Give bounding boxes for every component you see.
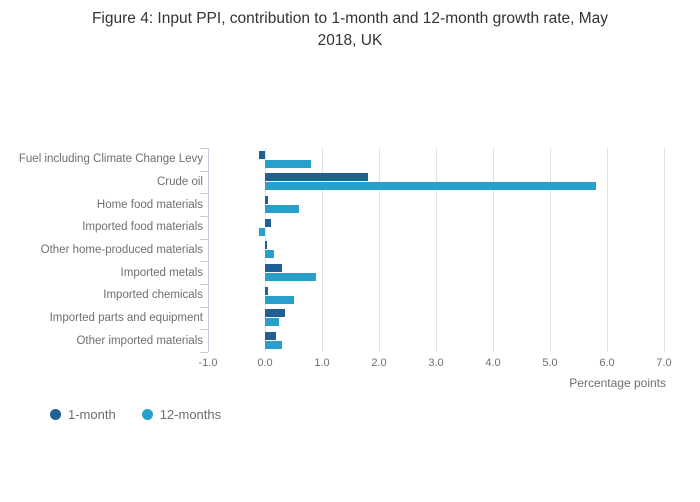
x-tick-label: 6.0 bbox=[599, 357, 615, 369]
x-axis-title: Percentage points bbox=[569, 376, 666, 390]
legend-label: 1-month bbox=[68, 407, 116, 422]
category-label-other-home-produced-materials: Other home-produced materials bbox=[40, 244, 203, 256]
bar-1-month-home-food-materials[interactable] bbox=[265, 196, 268, 204]
bar-12-months-crude-oil[interactable] bbox=[265, 182, 596, 190]
category-axis-tick bbox=[200, 148, 208, 149]
x-tick-label: 0.0 bbox=[257, 357, 273, 369]
category-label-home-food-materials: Home food materials bbox=[96, 199, 203, 211]
legend-label: 12-months bbox=[159, 407, 222, 422]
legend: 1-month 12-months bbox=[50, 407, 221, 422]
category-label-imported-food-materials: Imported food materials bbox=[82, 221, 203, 233]
chart-title: Figure 4: Input PPI, contribution to 1-m… bbox=[91, 10, 609, 49]
bar-12-months-other-imported-materials[interactable] bbox=[265, 341, 282, 349]
gridline-7.0 bbox=[664, 148, 665, 352]
bar-12-months-imported-parts-and-equipment[interactable] bbox=[265, 318, 279, 326]
category-axis-tick bbox=[200, 261, 208, 262]
category-axis-tick bbox=[200, 193, 208, 194]
gridline-5.0 bbox=[550, 148, 551, 352]
legend-marker-12-months-icon bbox=[141, 409, 153, 420]
bar-1-month-imported-parts-and-equipment[interactable] bbox=[265, 309, 285, 317]
bar-1-month-other-home-produced-materials[interactable] bbox=[265, 241, 267, 249]
bar-1-month-imported-food-materials[interactable] bbox=[265, 219, 271, 227]
x-tick-label: 1.0 bbox=[314, 357, 330, 369]
category-axis-line bbox=[208, 148, 209, 352]
x-tick-label: 4.0 bbox=[485, 357, 501, 369]
legend-marker-1-month-icon bbox=[50, 409, 61, 420]
bar-1-month-fuel-including-climate-change-levy[interactable] bbox=[259, 151, 265, 159]
gridline-6.0 bbox=[607, 148, 608, 352]
bar-12-months-fuel-including-climate-change-levy[interactable] bbox=[265, 160, 311, 168]
gridline-4.0 bbox=[493, 148, 494, 352]
category-axis-tick bbox=[200, 171, 208, 172]
bar-1-month-imported-metals[interactable] bbox=[265, 264, 282, 272]
category-label-imported-parts-and-equipment: Imported parts and equipment bbox=[49, 312, 203, 324]
bar-1-month-imported-chemicals[interactable] bbox=[265, 287, 268, 295]
category-label-imported-metals: Imported metals bbox=[120, 267, 203, 279]
category-axis-tick bbox=[200, 239, 208, 240]
x-tick-label: 7.0 bbox=[656, 357, 672, 369]
bar-12-months-home-food-materials[interactable] bbox=[265, 205, 299, 213]
category-axis-tick bbox=[200, 329, 208, 330]
gridline-2.0 bbox=[379, 148, 380, 352]
category-label-crude-oil: Crude oil bbox=[156, 176, 203, 188]
gridline-3.0 bbox=[436, 148, 437, 352]
x-tick-label: 5.0 bbox=[542, 357, 558, 369]
bar-1-month-crude-oil[interactable] bbox=[265, 173, 368, 181]
bar-12-months-imported-metals[interactable] bbox=[265, 273, 316, 281]
category-axis-tick bbox=[200, 307, 208, 308]
category-label-imported-chemicals: Imported chemicals bbox=[103, 289, 203, 301]
x-tick-label: 3.0 bbox=[428, 357, 444, 369]
x-tick-label: 2.0 bbox=[371, 357, 387, 369]
bar-1-month-other-imported-materials[interactable] bbox=[265, 332, 276, 340]
category-label-other-imported-materials: Other imported materials bbox=[76, 335, 203, 347]
category-axis-tick bbox=[200, 216, 208, 217]
category-label-fuel-including-climate-change-levy: Fuel including Climate Change Levy bbox=[18, 153, 203, 165]
category-axis-tick bbox=[200, 284, 208, 285]
bar-12-months-imported-chemicals[interactable] bbox=[265, 296, 294, 304]
bar-12-months-imported-food-materials[interactable] bbox=[259, 228, 265, 236]
category-axis-tick bbox=[200, 352, 208, 353]
legend-item-12-months[interactable]: 12-months bbox=[141, 407, 222, 422]
x-tick-label: -1.0 bbox=[198, 357, 218, 369]
legend-item-1-month[interactable]: 1-month bbox=[50, 407, 116, 422]
gridline-1.0 bbox=[322, 148, 323, 352]
bar-12-months-other-home-produced-materials[interactable] bbox=[265, 250, 274, 258]
